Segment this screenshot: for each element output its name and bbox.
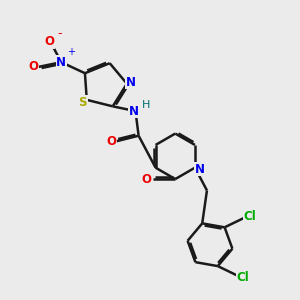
Text: O: O	[106, 135, 116, 148]
Text: S: S	[78, 96, 87, 109]
Text: N: N	[195, 163, 205, 176]
Text: N: N	[126, 76, 136, 88]
Text: N: N	[56, 56, 66, 69]
Text: H: H	[142, 100, 151, 110]
Text: O: O	[45, 35, 55, 48]
Text: +: +	[67, 47, 75, 57]
Text: -: -	[58, 28, 62, 40]
Text: N: N	[129, 105, 139, 118]
Text: Cl: Cl	[237, 271, 249, 284]
Text: O: O	[29, 60, 39, 74]
Text: Cl: Cl	[244, 210, 256, 223]
Text: O: O	[142, 172, 152, 186]
